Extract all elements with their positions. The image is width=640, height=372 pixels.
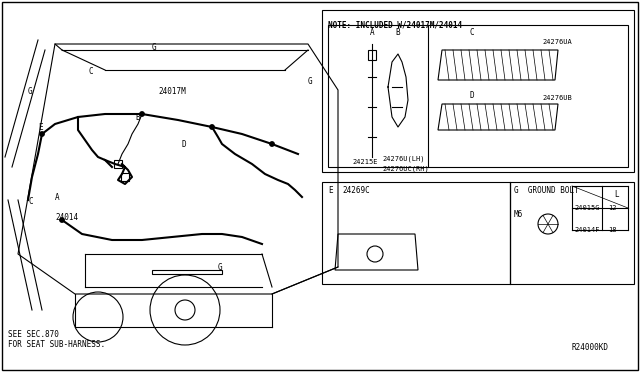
- Text: SEE SEC.870
FOR SEAT SUB-HARNESS.: SEE SEC.870 FOR SEAT SUB-HARNESS.: [8, 330, 105, 349]
- Text: A: A: [55, 193, 60, 202]
- Text: 24014: 24014: [55, 213, 78, 222]
- Text: G: G: [28, 87, 33, 96]
- Text: 24215E: 24215E: [352, 159, 378, 165]
- Text: 24014F: 24014F: [574, 227, 600, 233]
- Text: 24276UC(RH): 24276UC(RH): [382, 165, 429, 171]
- Circle shape: [210, 125, 214, 129]
- Text: 24269C: 24269C: [342, 186, 370, 195]
- Bar: [328, 25, 628, 167]
- Text: 18: 18: [608, 227, 616, 233]
- Text: E: E: [38, 123, 43, 132]
- Text: B: B: [135, 113, 140, 122]
- Text: 24276UA: 24276UA: [542, 39, 572, 45]
- Bar: [114, 160, 122, 168]
- Text: E: E: [328, 186, 333, 195]
- Text: D: D: [470, 91, 474, 100]
- Bar: [368, 50, 376, 60]
- Bar: [121, 173, 129, 181]
- Text: 24015G: 24015G: [574, 205, 600, 211]
- Bar: [510, 182, 634, 284]
- Text: 24276UB: 24276UB: [542, 95, 572, 101]
- Text: G: G: [308, 77, 312, 86]
- Text: L: L: [614, 190, 619, 199]
- Circle shape: [60, 218, 64, 222]
- Bar: [322, 182, 510, 284]
- Text: G: G: [152, 43, 157, 52]
- Text: M6: M6: [514, 210, 524, 219]
- Text: G: G: [218, 263, 223, 272]
- Text: A: A: [370, 28, 374, 37]
- Circle shape: [40, 132, 44, 136]
- Text: R24000KD: R24000KD: [572, 343, 609, 352]
- Text: C: C: [28, 197, 33, 206]
- Text: C: C: [470, 28, 474, 37]
- Text: 24017M: 24017M: [158, 87, 186, 96]
- Text: D: D: [182, 140, 187, 149]
- Text: C: C: [88, 67, 93, 76]
- Text: B: B: [396, 28, 400, 37]
- Bar: [322, 10, 634, 172]
- Text: 12: 12: [608, 205, 616, 211]
- Circle shape: [140, 112, 144, 116]
- Text: NOTE: INCLUDED W/24017M/24014: NOTE: INCLUDED W/24017M/24014: [328, 20, 462, 29]
- Text: G  GROUND BOLT: G GROUND BOLT: [514, 186, 579, 195]
- Text: 24276U(LH): 24276U(LH): [382, 155, 424, 161]
- Circle shape: [270, 142, 274, 146]
